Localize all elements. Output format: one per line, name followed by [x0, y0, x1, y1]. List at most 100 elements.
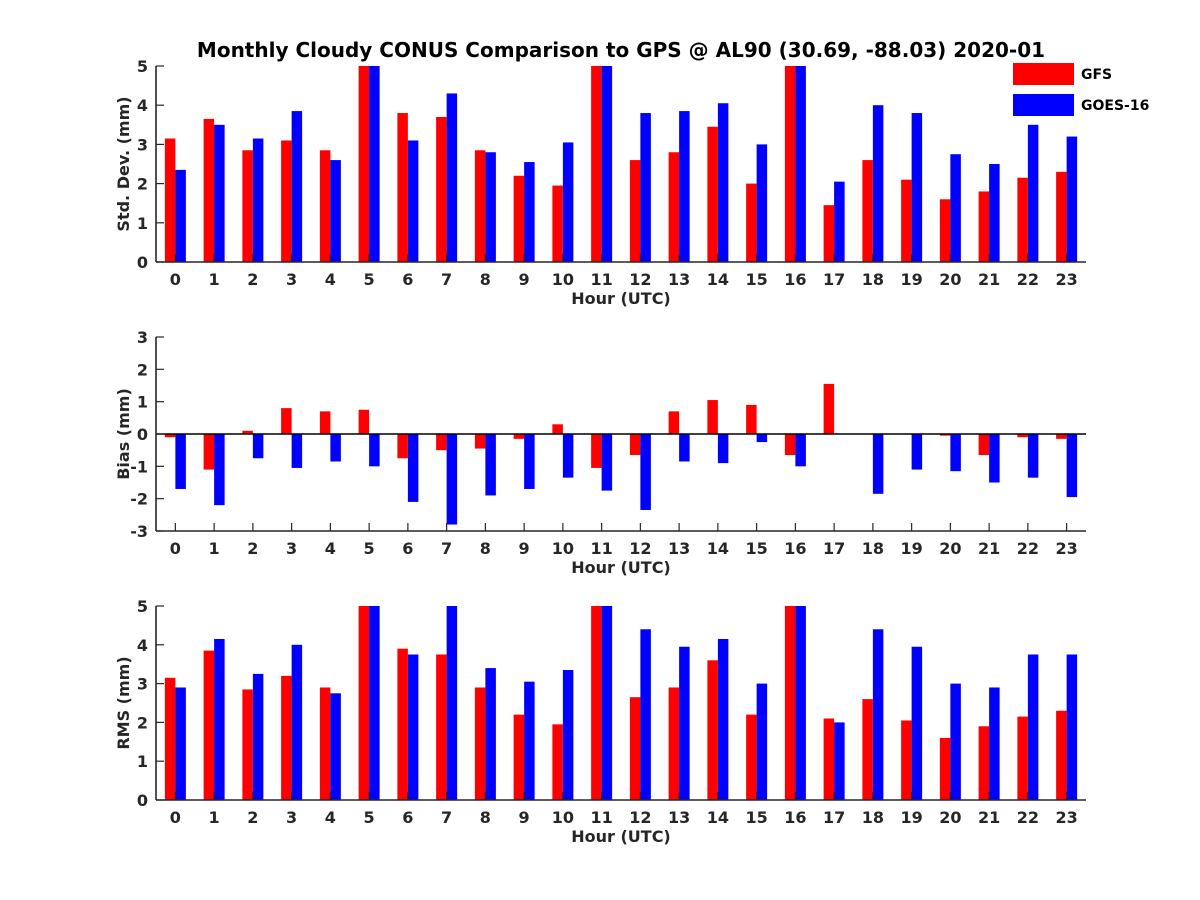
y-tick-label: 4	[137, 96, 148, 115]
series-gfs	[164, 383, 1067, 470]
bar-gfs-6	[397, 648, 408, 800]
x-tick-label: 15	[745, 808, 767, 827]
bar-gfs-11	[591, 606, 602, 800]
bar-gfs-0	[164, 677, 176, 800]
bar-goes-16-18	[872, 629, 884, 800]
bar-goes-16-2	[252, 138, 264, 262]
bar-goes-16-3	[291, 644, 303, 800]
x-tick-label: 1	[209, 808, 220, 827]
bar-goes-16-19	[911, 113, 923, 262]
x-tick-label: 22	[1017, 808, 1039, 827]
bar-goes-16-12	[640, 629, 651, 800]
x-tick-label: 17	[823, 539, 845, 558]
bar-gfs-2	[242, 150, 253, 262]
legend-label-gfs: GFS	[1081, 67, 1112, 83]
bar-gfs-4	[319, 687, 331, 800]
x-tick-label: 8	[480, 539, 491, 558]
bar-gfs-1	[203, 118, 215, 262]
bar-goes-16-23	[1066, 136, 1078, 262]
bar-gfs-3	[281, 408, 292, 434]
x-tick-label: 5	[364, 539, 375, 558]
y-tick-label: -1	[130, 457, 148, 476]
bar-gfs-21	[978, 191, 990, 262]
legend-swatch-goes-16	[1013, 94, 1074, 116]
bar-gfs-9	[513, 714, 525, 800]
bar-goes-16-13	[679, 434, 690, 462]
bar-goes-16-16	[795, 66, 806, 262]
bar-goes-16-13	[679, 111, 690, 262]
x-axis-label: Hour (UTC)	[571, 289, 671, 308]
bar-goes-16-19	[911, 646, 923, 800]
x-tick-label: 5	[364, 270, 375, 289]
bar-gfs-1	[203, 434, 215, 470]
bar-goes-16-19	[911, 434, 923, 470]
y-axis-label: Std. Dev. (mm)	[114, 96, 133, 231]
bar-goes-16-8	[485, 152, 496, 262]
y-tick-label: 2	[137, 713, 148, 732]
bar-goes-16-15	[756, 683, 768, 800]
x-tick-label: 16	[784, 270, 806, 289]
bar-gfs-6	[397, 113, 408, 262]
bar-gfs-9	[513, 434, 525, 439]
legend-swatch-gfs	[1013, 63, 1074, 85]
x-tick-label: 3	[286, 539, 297, 558]
x-tick-label: 8	[480, 270, 491, 289]
x-tick-label: 4	[325, 808, 336, 827]
x-tick-label: 13	[668, 270, 690, 289]
x-tick-label: 19	[900, 539, 922, 558]
x-tick-label: 18	[862, 539, 884, 558]
bar-gfs-8	[474, 687, 486, 800]
bar-goes-16-9	[524, 434, 535, 489]
legend-label-goes-16: GOES-16	[1081, 98, 1149, 114]
bar-gfs-10	[552, 724, 563, 800]
bar-gfs-20	[939, 737, 951, 800]
bar-goes-16-11	[601, 606, 613, 800]
bar-goes-16-13	[679, 646, 690, 800]
bar-gfs-12	[629, 160, 641, 262]
series-goes-16	[175, 606, 1078, 800]
x-axis-label: Hour (UTC)	[571, 827, 671, 846]
bar-gfs-17	[823, 383, 835, 434]
bar-gfs-21	[978, 726, 990, 800]
x-tick-label: 21	[978, 270, 1000, 289]
x-tick-label: 21	[978, 539, 1000, 558]
x-tick-label: 10	[552, 808, 574, 827]
x-tick-label: 14	[707, 808, 729, 827]
y-tick-label: 3	[137, 675, 148, 694]
bar-goes-16-5	[369, 434, 380, 467]
bar-goes-16-21	[989, 687, 1000, 800]
x-tick-label: 22	[1017, 270, 1039, 289]
bar-gfs-13	[668, 411, 680, 434]
bar-goes-16-4	[330, 160, 341, 262]
bar-goes-16-4	[330, 434, 341, 462]
x-tick-label: 11	[590, 539, 612, 558]
bar-gfs-11	[591, 434, 602, 468]
x-tick-label: 22	[1017, 539, 1039, 558]
bar-goes-16-6	[407, 140, 419, 262]
bar-goes-16-10	[562, 434, 574, 478]
bar-goes-16-9	[524, 162, 535, 262]
bar-gfs-22	[1017, 434, 1028, 438]
x-tick-label: 20	[939, 808, 961, 827]
bar-gfs-3	[281, 675, 292, 800]
bar-gfs-18	[862, 160, 873, 262]
y-tick-label: -2	[130, 490, 148, 509]
bar-gfs-7	[436, 654, 447, 800]
bar-goes-16-6	[407, 654, 419, 800]
y-tick-label: 5	[137, 57, 148, 76]
x-tick-label: 23	[1055, 808, 1077, 827]
bar-gfs-4	[319, 150, 331, 262]
x-tick-label: 4	[325, 270, 336, 289]
bar-goes-16-11	[601, 66, 613, 262]
y-tick-label: 0	[137, 425, 148, 444]
bar-goes-16-7	[446, 434, 458, 525]
x-tick-label: 0	[170, 270, 181, 289]
y-tick-label: 4	[137, 636, 148, 655]
bar-goes-16-14	[717, 103, 729, 263]
x-tick-label: 9	[519, 808, 530, 827]
bar-goes-16-14	[717, 434, 729, 464]
y-tick-label: 2	[137, 175, 148, 194]
x-tick-label: 23	[1055, 539, 1077, 558]
